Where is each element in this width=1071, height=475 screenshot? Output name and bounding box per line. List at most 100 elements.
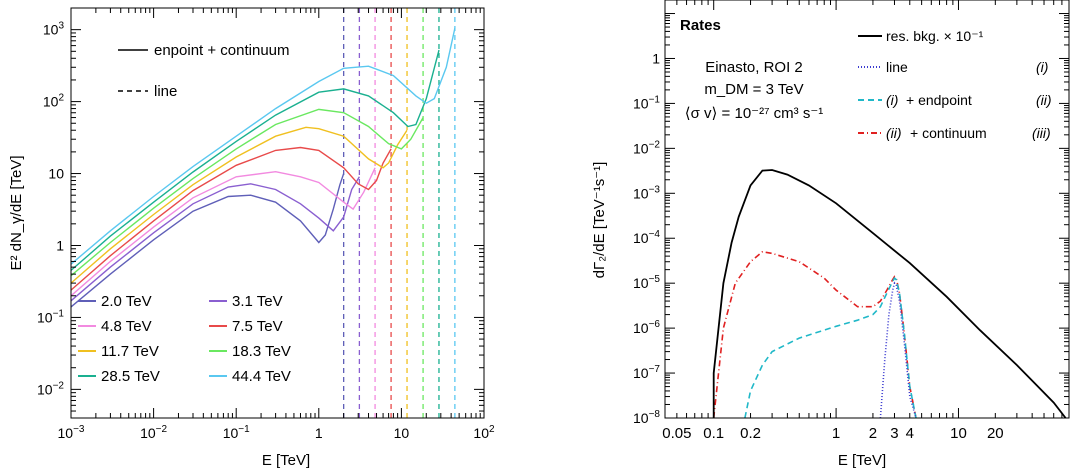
- legend-mass-label: 4.8 TeV: [101, 318, 152, 335]
- right-x-axis-label: E [TeV]: [838, 452, 886, 469]
- y-tick-label: 10−3: [633, 184, 660, 201]
- y-tick-label-base: 1: [652, 50, 660, 66]
- right-plot-frame: [664, 0, 1070, 419]
- y-tick-label-base: 10: [37, 309, 53, 325]
- legend-continuum-label: + continuum: [910, 125, 987, 141]
- legend-line-label: line: [886, 59, 908, 75]
- y-tick-label-exponent: −5: [649, 274, 661, 285]
- y-tick-label-base: 10: [633, 230, 649, 246]
- left-mass-legend: 2.0 TeV 3.1 TeV 4.8 TeV 7.5 TeV 11.7 TeV 18.3…: [78, 293, 291, 385]
- y-tick-label: 10−4: [633, 229, 660, 246]
- y-tick-label-base: 10: [633, 365, 649, 381]
- x-tick-label: 10: [394, 425, 410, 441]
- x-tick-label: 3: [890, 425, 898, 442]
- x-tick-label: 102: [473, 424, 495, 441]
- rate-series-3: [712, 250, 917, 419]
- legend-continuum-ref: (ii): [886, 125, 902, 141]
- right-axis-ticks: 0.05 0.1 0.2 1 2 3 4 10 2010−810−710−610−510−410…: [633, 0, 1070, 442]
- rate-series-0: [712, 169, 1067, 419]
- x-tick-label-base: 1: [315, 425, 323, 441]
- y-tick-label: 10−1: [37, 308, 64, 325]
- y-tick-label: 10−2: [633, 139, 660, 156]
- y-tick-label-base: 10: [633, 320, 649, 336]
- series-line-18-3-TeV: [70, 108, 424, 277]
- left-y-axis-label: E² dN_γ/dE [TeV]: [8, 155, 25, 270]
- x-tick-label-exponent: 2: [489, 424, 495, 435]
- x-tick-label: 0.05: [662, 425, 691, 442]
- series-line-4-8-TeV: [70, 167, 376, 297]
- legend-tag-iii: (iii): [1032, 125, 1051, 141]
- y-tick-label: 10−6: [633, 319, 660, 336]
- y-tick-label-base: 1: [56, 237, 64, 253]
- series-line-11-7-TeV: [70, 126, 408, 284]
- series-line-28-5-TeV: [70, 49, 440, 271]
- rate-series-1: [879, 281, 917, 419]
- y-tick-label-base: 10: [633, 185, 649, 201]
- y-tick-label-base: 10: [37, 381, 53, 397]
- rate-series-2: [744, 276, 917, 419]
- legend-endpoint-ref: (i): [886, 92, 898, 108]
- x-tick-label: 1: [315, 425, 323, 441]
- x-tick-label: 0.2: [740, 425, 761, 442]
- y-tick-label-exponent: 2: [58, 93, 64, 104]
- y-tick-label: 102: [43, 93, 65, 110]
- x-tick-label: 10: [950, 425, 967, 442]
- y-tick-label-exponent: −1: [53, 308, 65, 319]
- y-tick-label-base: 10: [43, 94, 59, 110]
- left-x-axis-label: E [TeV]: [262, 452, 310, 469]
- x-tick-label: 1: [832, 425, 840, 442]
- y-tick-label-exponent: −2: [649, 139, 661, 150]
- legend-mass-label: 7.5 TeV: [232, 318, 283, 335]
- x-tick-label: 10−3: [58, 424, 85, 441]
- y-tick-label-base: 10: [43, 22, 59, 38]
- x-tick-label: 10−1: [223, 424, 250, 441]
- series-line-2-0-TeV: [70, 173, 345, 308]
- legend-mass-label: 2.0 TeV: [101, 293, 152, 310]
- y-tick-label: 10−7: [633, 364, 660, 381]
- right-legend: res. bkg. × 10⁻¹ line (i) (i) + endpoint…: [858, 28, 1052, 141]
- legend-mass-label: 3.1 TeV: [232, 293, 283, 310]
- x-tick-label-base: 10: [473, 425, 489, 441]
- y-tick-label: 10−8: [633, 409, 660, 426]
- y-tick-label-base: 10: [48, 166, 64, 182]
- y-tick-label: 1: [652, 50, 660, 66]
- right-y-axis-label: dΓ₂/dE [TeV⁻¹s⁻¹]: [591, 162, 608, 279]
- left-plot-frame: [70, 7, 485, 419]
- legend-mass-label: 11.7 TeV: [101, 343, 159, 360]
- right-chart: 0.05 0.1 0.2 1 2 3 4 10 2010−810−710−610−510−410…: [591, 0, 1070, 469]
- y-tick-label-base: 10: [633, 140, 649, 156]
- annotation-cross-section: ⟨σ v⟩ = 10⁻²⁷ cm³ s⁻¹: [685, 105, 824, 122]
- annotation-mass: m_DM = 3 TeV: [704, 81, 803, 98]
- legend-endpoint-label: + endpoint: [906, 92, 972, 108]
- series-line-44-4-TeV: [70, 27, 456, 265]
- x-tick-label-base: 10: [394, 425, 410, 441]
- series-line-3-1-TeV: [70, 176, 360, 302]
- legend-mass-label: 28.5 TeV: [101, 368, 160, 385]
- x-tick-label-exponent: −3: [73, 424, 85, 435]
- x-tick-label-base: 10: [58, 425, 74, 441]
- y-tick-label-exponent: −8: [649, 409, 661, 420]
- annotation-profile: Einasto, ROI 2: [705, 59, 803, 76]
- x-tick-label: 0.1: [703, 425, 724, 442]
- x-tick-label: 20: [987, 425, 1004, 442]
- legend-mass-label: 18.3 TeV: [232, 343, 291, 360]
- legend-tag-i: (i): [1036, 59, 1048, 75]
- y-tick-label-base: 10: [633, 275, 649, 291]
- legend-mass-label: 44.4 TeV: [232, 368, 291, 385]
- right-chart-title: Rates: [680, 17, 721, 34]
- y-tick-label-exponent: −7: [649, 364, 661, 375]
- y-tick-label: 103: [43, 21, 65, 38]
- y-tick-label: 10−1: [633, 94, 660, 111]
- y-tick-label: 10: [48, 166, 64, 182]
- y-tick-label-exponent: −2: [53, 380, 65, 391]
- left-plot-area: [70, 8, 456, 418]
- legend-tag-ii: (ii): [1036, 92, 1052, 108]
- legend-bkg-label: res. bkg. × 10⁻¹: [886, 28, 984, 44]
- right-plot-area: [712, 169, 1067, 419]
- x-tick-label: 2: [869, 425, 877, 442]
- legend-dashed-label: line: [154, 83, 177, 100]
- y-tick-label: 10−5: [633, 274, 660, 291]
